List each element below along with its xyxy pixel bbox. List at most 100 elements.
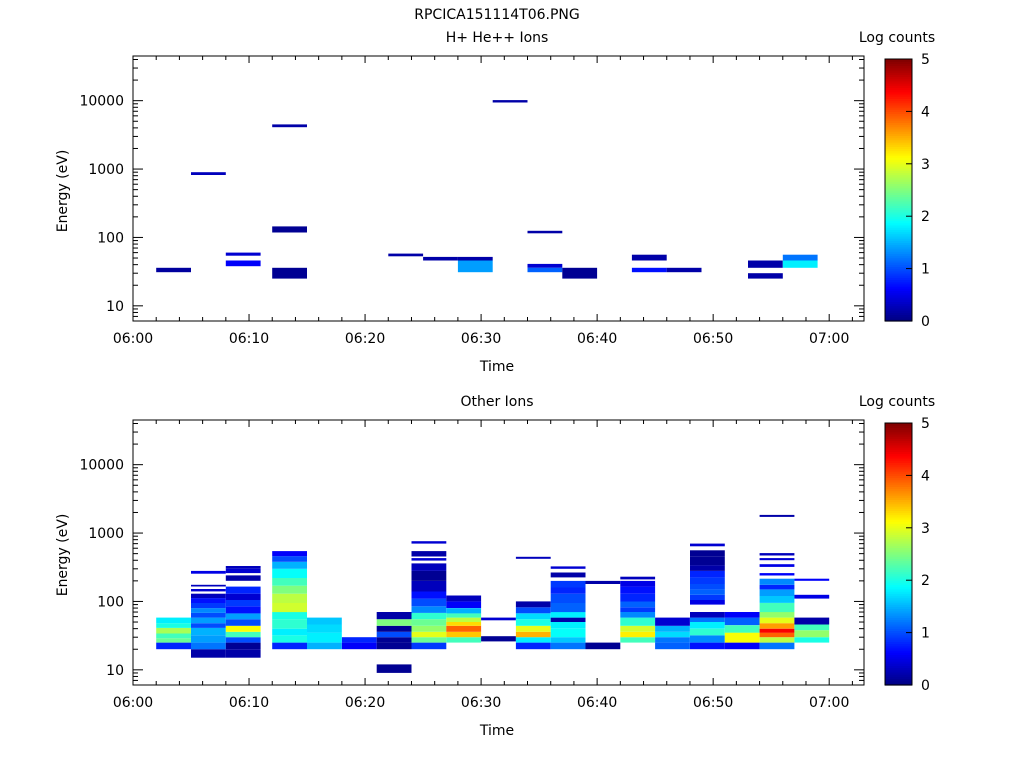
panel-2-colorbar-segment xyxy=(885,503,912,507)
panel-2-heatmap-cell xyxy=(376,625,412,632)
panel-1-colorbar: 0 1 2 3 4 5 xyxy=(884,52,930,330)
panel-1-heatmap-cell xyxy=(457,256,493,261)
panel-2-colorbar-tick-label: 1 xyxy=(921,626,930,642)
panel-2-heatmap-cell xyxy=(225,637,261,643)
panel-2-colorbar-segment xyxy=(885,492,912,496)
panel-2-colorbar-segment xyxy=(885,453,912,457)
panel-2-colorbar-tick-label: 0 xyxy=(921,678,930,694)
panel-1-colorbar-segment xyxy=(885,96,912,99)
panel-2-colorbar-segment xyxy=(885,656,912,660)
panel-1-colorbar-segment xyxy=(885,224,912,228)
panel-1-colorbar-segment xyxy=(885,148,912,152)
panel-2-colorbar-segment xyxy=(885,490,912,494)
panel-2-heatmap-cell xyxy=(225,613,261,620)
panel-1-heatmap-cell xyxy=(748,260,783,268)
panel-2-colorbar-segment xyxy=(885,562,912,566)
panel-2-heatmap-cell xyxy=(411,551,447,557)
panel-1-axes: 06:00 06:10 06:20 06:30 06:40 06:50 07:00 10 100… xyxy=(79,56,864,347)
panel-1-colorbar-segment xyxy=(885,157,912,161)
panel-2-colorbar-segment xyxy=(885,436,912,439)
panel-2-colorbar-segment xyxy=(885,447,912,450)
panel-1-colorbar-segment xyxy=(885,240,912,243)
panel-2-heatmap-cell xyxy=(272,635,307,643)
panel-1-colorbar-segment xyxy=(885,259,912,263)
panel-2-heatmap-cell xyxy=(411,637,447,643)
panel-1-colorbar-segment xyxy=(885,270,912,274)
panel-1-heatmap-cell xyxy=(748,273,783,279)
panel-1-colorbar-segment xyxy=(885,150,912,154)
panel-1-colorbar-tick-label: 4 xyxy=(921,104,930,120)
panel-1-colorbar-segment xyxy=(885,264,912,268)
panel-2-heatmap-cell xyxy=(191,635,226,643)
panel-1-colorbar-segment xyxy=(885,98,912,102)
panel-1-heatmap-cell xyxy=(272,124,307,128)
panel-2-heatmap-cell xyxy=(411,563,447,571)
panel-2-colorbar-segment xyxy=(885,501,912,505)
panel-2-colorbar-tick-label: 5 xyxy=(921,416,930,432)
panel-1-heatmap-cells xyxy=(156,100,818,279)
panel-1-colorbar-segment xyxy=(885,307,912,311)
panel-2-colorbar-segment xyxy=(885,632,912,636)
panel-2-heatmap-cell xyxy=(307,617,342,625)
panel-1-colorbar-segment xyxy=(885,238,912,241)
panel-2-colorbar-segment xyxy=(885,575,912,579)
panel-1-colorbar-segment xyxy=(885,74,912,78)
panel-2-heatmap-cell xyxy=(655,617,690,626)
panel-1-x-tick-label: 06:40 xyxy=(577,331,617,347)
panel-2-heatmap-cell xyxy=(794,617,830,625)
panel-1-colorbar-segment xyxy=(885,233,912,237)
panel-1-colorbar-segment xyxy=(885,242,912,246)
panel-2-heatmap-cell xyxy=(724,625,760,633)
panel-2-colorbar-segment xyxy=(885,669,912,673)
panel-2-heatmap-cell xyxy=(620,580,656,587)
panel-2-colorbar-segment xyxy=(885,654,912,658)
panel-2-colorbar-segment xyxy=(885,617,912,621)
panel-2-heatmap-cell xyxy=(794,594,830,599)
panel-1-colorbar-segment xyxy=(885,161,912,165)
panel-2-heatmap-cell xyxy=(191,589,226,592)
panel-2-colorbar-segment xyxy=(885,660,912,664)
figure-title: RPCICA151114T06.PNG xyxy=(414,7,579,23)
panel-2-heatmap-cell xyxy=(655,637,690,643)
panel-2-heatmap-cell xyxy=(272,619,307,629)
panel-2-colorbar-segment xyxy=(885,676,912,680)
panel-1-colorbar-segment xyxy=(885,266,912,270)
panel-2-heatmap-cell xyxy=(156,627,191,634)
panel-1-x-tick-label: 07:00 xyxy=(809,331,849,347)
panel-1-heatmap-cell xyxy=(156,267,191,273)
panel-1-colorbar-segment xyxy=(885,255,912,259)
panel-2-heatmap-cell xyxy=(550,642,586,650)
panel-1-colorbar-segment xyxy=(885,65,912,69)
panel-2-heatmap-cell xyxy=(411,642,447,650)
panel-2-colorbar-segment xyxy=(885,460,912,463)
panel-1-colorbar-segment xyxy=(885,135,912,139)
panel-2-heatmap-cell xyxy=(515,613,551,620)
panel-2-heatmap-cell xyxy=(550,617,586,622)
panel-1-heatmap-cell xyxy=(782,254,818,261)
panel-2-colorbar-segment xyxy=(885,440,912,444)
panel-2-colorbar-segment xyxy=(885,516,912,520)
panel-2-heatmap-cell xyxy=(550,593,586,603)
panel-2-heatmap-cell xyxy=(515,625,551,632)
panel-2-y-tick-label: 100 xyxy=(97,594,124,610)
panel-1-colorbar-segment xyxy=(885,257,912,261)
panel-2-heatmap-cell xyxy=(794,637,830,643)
panel-2-colorbar-segment xyxy=(885,514,912,518)
panel-2-heatmap-cell xyxy=(191,617,226,624)
panel-2-colorbar-segment xyxy=(885,604,912,607)
panel-1-heatmap-cell xyxy=(492,100,528,103)
panel-1-colorbar-segment xyxy=(885,176,912,180)
panel-2-colorbar-segment xyxy=(885,547,912,551)
panel-2-heatmap-cell xyxy=(411,598,447,607)
panel-2-colorbar-segment xyxy=(885,626,912,629)
panel-2-heatmap-cell xyxy=(446,622,482,626)
panel-1-colorbar-segment xyxy=(885,231,912,235)
panel-2-heatmap-cell xyxy=(446,595,482,602)
panel-1-colorbar-segment xyxy=(885,296,912,300)
panel-2-heatmap-cell xyxy=(690,617,725,622)
panel-1-colorbar-segment xyxy=(885,113,912,117)
panel-2-colorbar-segment xyxy=(885,549,912,553)
panel-2-heatmap-cell xyxy=(794,578,830,581)
panel-2-colorbar-segment xyxy=(885,671,912,675)
